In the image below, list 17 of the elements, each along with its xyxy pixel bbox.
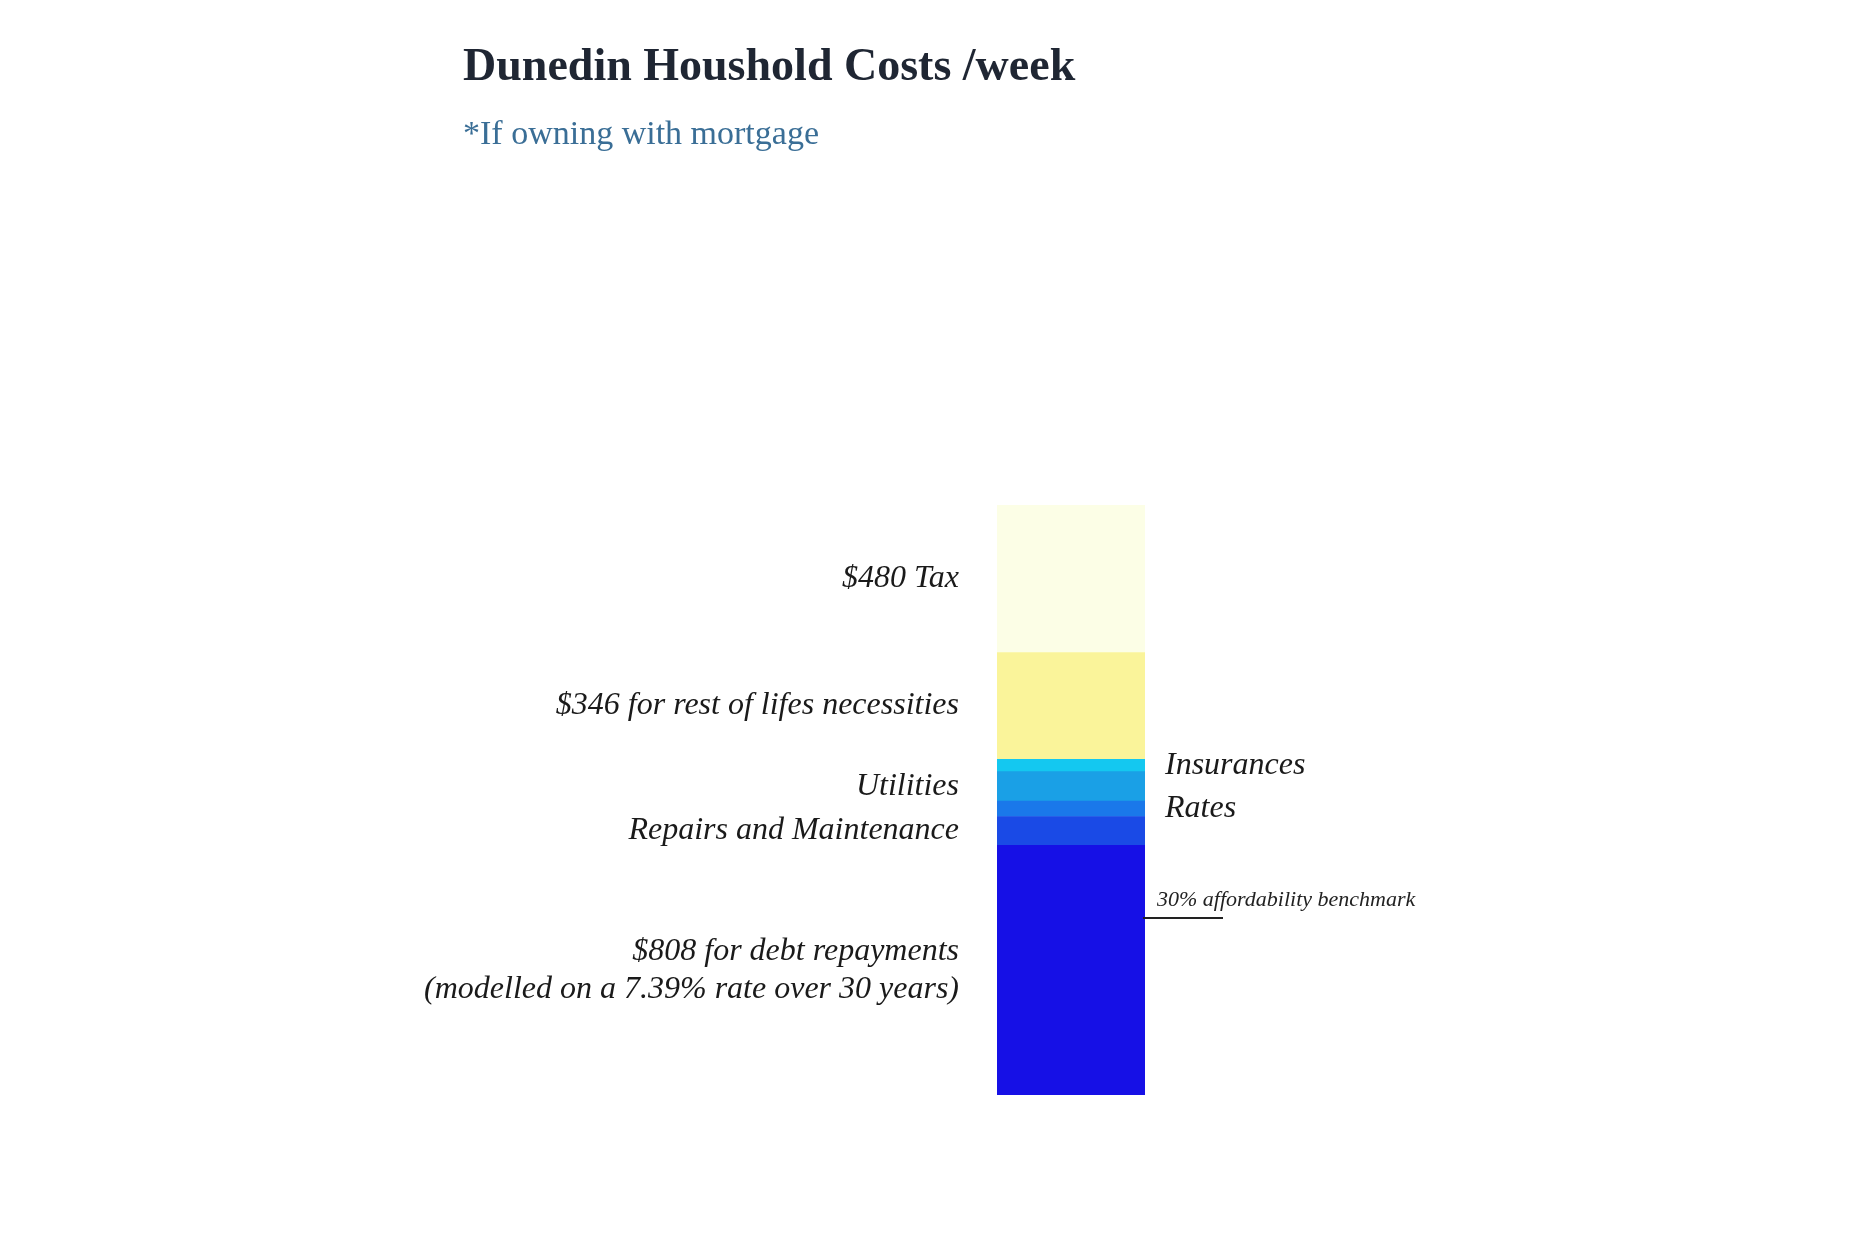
series-label: $346 for rest of lifes necessities bbox=[555, 685, 959, 722]
series-label: $480 Tax bbox=[841, 558, 959, 595]
bar bbox=[997, 758, 1145, 773]
bar bbox=[997, 816, 1145, 846]
bar bbox=[997, 505, 1145, 653]
bar bbox=[997, 845, 1145, 1095]
bar bbox=[997, 800, 1145, 817]
series-label: Insurances bbox=[1164, 744, 1306, 781]
series-label: Rates bbox=[1164, 788, 1237, 825]
chart-title: Dunedin Houshold Costs /week bbox=[463, 38, 1076, 91]
ref-line-label: 30% affordability benchmark bbox=[1156, 886, 1417, 911]
series-label: Repairs and Maintenance bbox=[627, 810, 959, 847]
bar bbox=[997, 771, 1145, 802]
text: *If owning with mortgage bbox=[463, 114, 819, 152]
bar bbox=[997, 652, 1145, 760]
series-label: Utilities bbox=[855, 765, 959, 802]
series-label: $808 for debt repayments (modelled on a 7.39% rate over 30 years) bbox=[424, 930, 959, 1005]
